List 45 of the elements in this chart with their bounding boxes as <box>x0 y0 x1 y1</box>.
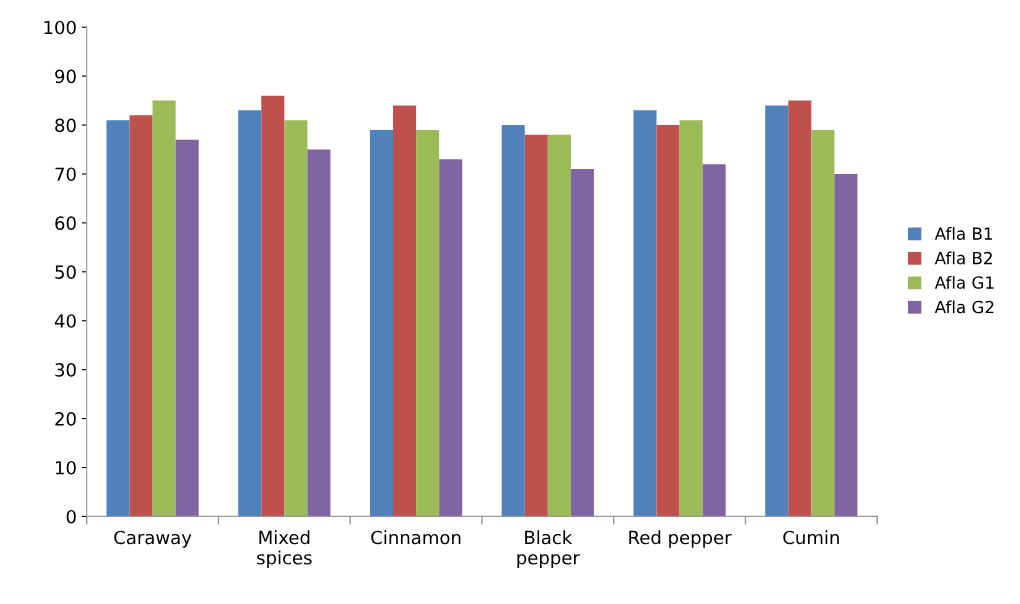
legend-label: Afla G2 <box>934 300 994 314</box>
legend-label: Afla G1 <box>934 275 994 289</box>
bar <box>834 173 858 517</box>
bar <box>811 129 835 517</box>
y-tick-label: 100 <box>44 20 76 35</box>
y-tick-label: 20 <box>55 412 76 426</box>
bar <box>765 105 789 517</box>
bar <box>129 115 153 517</box>
bar <box>570 169 594 517</box>
bar <box>106 120 130 517</box>
bar <box>524 134 548 517</box>
x-tick-label: Red pepper <box>629 530 732 548</box>
bar <box>702 164 726 517</box>
y-tick-label: 80 <box>55 118 76 133</box>
bar <box>501 125 525 517</box>
bar <box>175 139 199 517</box>
x-tick-label: Caraway <box>114 530 192 548</box>
x-tick-label: Black pepper <box>517 530 580 568</box>
x-tick-label: Cinnamon <box>371 530 461 545</box>
x-tick-label: Mixed spices <box>257 530 312 568</box>
bar <box>369 129 394 517</box>
bar <box>547 134 571 517</box>
y-tick-label: 40 <box>54 314 76 328</box>
y-tick-label: 60 <box>55 216 76 230</box>
y-tick-label: 0 <box>66 509 76 524</box>
legend-label: Afla B1 <box>934 227 992 240</box>
y-tick-label: 90 <box>55 69 76 84</box>
x-tick-label: Cumin <box>783 530 839 545</box>
bar <box>439 159 463 517</box>
bar <box>633 110 657 517</box>
bar <box>679 120 703 517</box>
bar <box>261 95 285 517</box>
bar <box>284 120 308 517</box>
bar <box>416 129 440 517</box>
bar <box>788 100 812 517</box>
y-tick-label: 10 <box>55 460 76 475</box>
bar <box>152 100 176 517</box>
y-tick-label: 70 <box>55 167 76 182</box>
bar <box>307 149 331 517</box>
bar <box>238 110 262 517</box>
bar <box>656 125 680 517</box>
bar <box>393 105 417 517</box>
legend-label: Afla B2 <box>934 251 992 265</box>
y-tick-label: 50 <box>55 265 76 279</box>
y-tick-label: 30 <box>55 363 76 377</box>
